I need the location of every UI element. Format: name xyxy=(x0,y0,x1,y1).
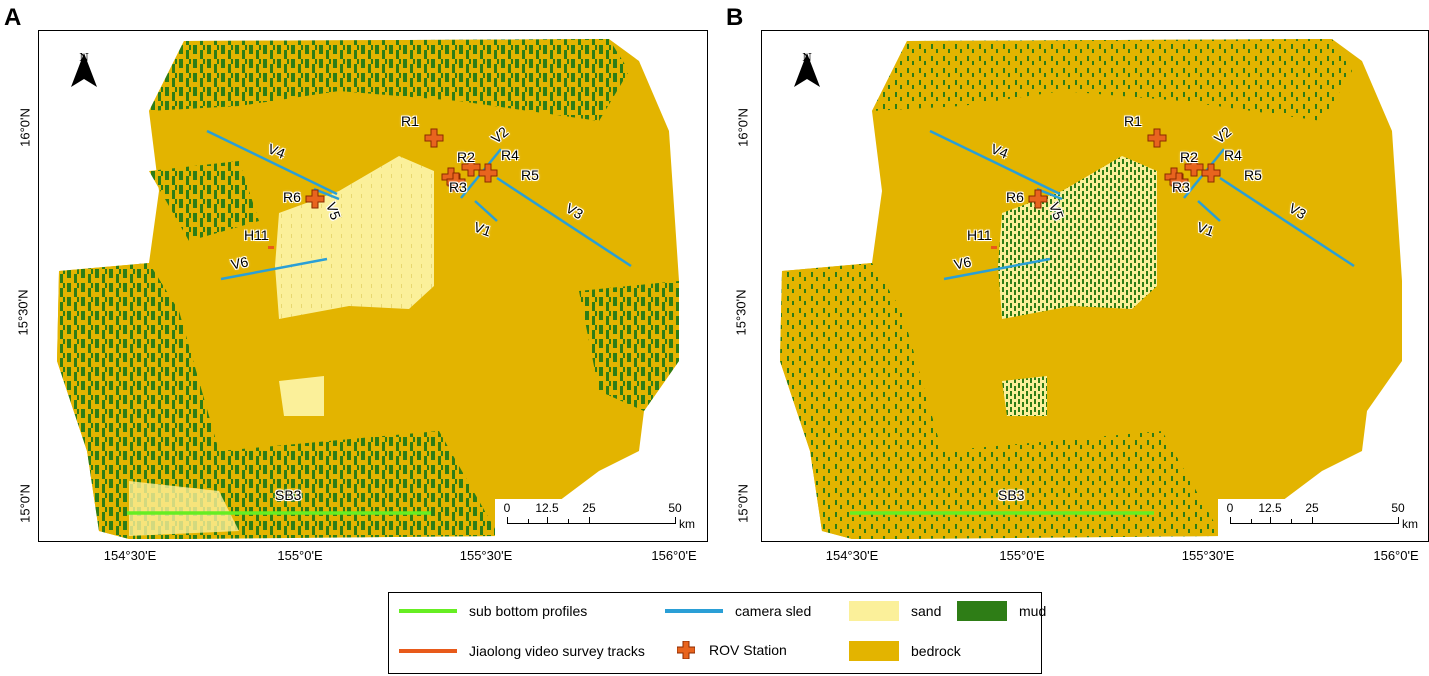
lon-tick-label: 154°30'E xyxy=(103,548,157,563)
scale-tick xyxy=(1270,517,1271,524)
scale-tick-label: 12.5 xyxy=(535,501,559,515)
lon-tick-label: 155°30'E xyxy=(1181,548,1235,563)
legend-item-sub-bottom: sub bottom profiles xyxy=(399,603,587,619)
station-label-r1: R1 xyxy=(1124,113,1142,129)
legend-item-mud: mud xyxy=(957,601,1046,621)
legend-item-sand: sand xyxy=(849,601,941,621)
scale-line xyxy=(507,523,675,524)
lon-tick-label: 154°30'E xyxy=(825,548,879,563)
panel-letter-b: B xyxy=(726,4,744,31)
scale-tick-label: 0 xyxy=(1226,501,1234,515)
lon-tick-label: 155°30'E xyxy=(459,548,513,563)
station-label-r3: R3 xyxy=(449,179,467,195)
legend-swatch xyxy=(665,609,723,613)
map-panel-a[interactable]: N R1 R2 R3 R4 R5 R6 V1 V2 V3 V4 V5 V6 H1… xyxy=(38,30,708,542)
scale-bar-b: 0 12.5 25 50 km xyxy=(1218,499,1426,539)
scale-unit: km xyxy=(1402,517,1418,531)
jiaolong-label-h11: H11 xyxy=(244,227,269,243)
station-label-r6: R6 xyxy=(1006,189,1024,205)
legend-label: Jiaolong video survey tracks xyxy=(469,643,645,659)
legend-swatch xyxy=(849,641,899,661)
legend-swatch xyxy=(957,601,1007,621)
scale-tick xyxy=(1291,519,1292,524)
legend-label: bedrock xyxy=(911,643,961,659)
panel-letter-a: A xyxy=(4,4,22,31)
scale-tick xyxy=(589,517,590,524)
station-label-r5: R5 xyxy=(1244,167,1262,183)
legend-label: mud xyxy=(1019,603,1047,619)
map-panel-b[interactable]: N R1 R2 R3 R4 R5 R6 V1 V2 V3 V4 V5 V6 H1… xyxy=(761,30,1429,542)
rov-station-icon xyxy=(677,641,695,659)
north-arrow-b: N xyxy=(792,51,822,87)
map-legend: sub bottom profiles camera sled sand mud… xyxy=(388,592,1046,674)
scale-tick xyxy=(1398,517,1399,524)
scale-tick xyxy=(547,517,548,524)
north-arrow-icon xyxy=(794,53,820,87)
station-label-r2: R2 xyxy=(457,149,475,165)
scale-tick-label: 50 xyxy=(1391,501,1405,515)
scale-tick-label: 50 xyxy=(668,501,682,515)
lon-tick-label: 156°0'E xyxy=(651,548,697,563)
lat-tick-label: 15°30'N xyxy=(733,289,749,336)
jiaolong-label-h11: H11 xyxy=(967,227,992,243)
station-label-r3: R3 xyxy=(1172,179,1190,195)
legend-item-jiaolong: Jiaolong video survey tracks xyxy=(399,643,645,659)
station-label-r4: R4 xyxy=(1224,147,1242,163)
scale-tick xyxy=(675,517,676,524)
scale-tick xyxy=(1251,519,1252,524)
scale-tick-label: 25 xyxy=(1305,501,1319,515)
legend-swatch xyxy=(399,609,457,613)
scale-tick xyxy=(507,517,508,524)
station-label-r6: R6 xyxy=(283,189,301,205)
map-b-graphic xyxy=(780,39,1402,539)
lon-tick-label: 155°0'E xyxy=(277,548,323,563)
scale-tick-label: 0 xyxy=(503,501,511,515)
lat-tick-label: 16°0'N xyxy=(735,108,751,147)
lon-tick-label: 156°0'E xyxy=(1373,548,1419,563)
legend-label: ROV Station xyxy=(709,642,787,658)
station-label-r4: R4 xyxy=(501,147,519,163)
scale-tick xyxy=(568,519,569,524)
lat-tick-label: 15°0'N xyxy=(17,484,33,523)
legend-swatch xyxy=(399,649,457,653)
scale-tick xyxy=(528,519,529,524)
lat-tick-label: 15°30'N xyxy=(15,289,31,336)
lat-tick-label: 15°0'N xyxy=(735,484,751,523)
lat-tick-label: 16°0'N xyxy=(17,108,33,147)
station-label-r5: R5 xyxy=(521,167,539,183)
scale-unit: km xyxy=(679,517,695,531)
legend-label: sub bottom profiles xyxy=(469,603,588,619)
sub-bottom-label-sb3: SB3 xyxy=(275,487,302,503)
sub-bottom-label-sb3: SB3 xyxy=(998,487,1025,503)
map-a-graphic xyxy=(57,39,679,539)
station-label-r1: R1 xyxy=(401,113,419,129)
station-label-r2: R2 xyxy=(1180,149,1198,165)
north-arrow-a: N xyxy=(69,51,99,87)
lon-tick-label: 155°0'E xyxy=(999,548,1045,563)
north-arrow-icon xyxy=(71,53,97,87)
legend-item-rov: ROV Station xyxy=(677,641,787,659)
legend-label: sand xyxy=(911,603,942,619)
legend-item-bedrock: bedrock xyxy=(849,641,961,661)
scale-tick-label: 12.5 xyxy=(1258,501,1282,515)
legend-label: camera sled xyxy=(735,603,812,619)
legend-swatch xyxy=(849,601,899,621)
scale-line xyxy=(1230,523,1398,524)
legend-item-camera-sled: camera sled xyxy=(665,603,811,619)
scale-tick-label: 25 xyxy=(582,501,596,515)
scale-tick xyxy=(1312,517,1313,524)
scale-tick xyxy=(1230,517,1231,524)
scale-bar-a: 0 12.5 25 50 km xyxy=(495,499,705,539)
